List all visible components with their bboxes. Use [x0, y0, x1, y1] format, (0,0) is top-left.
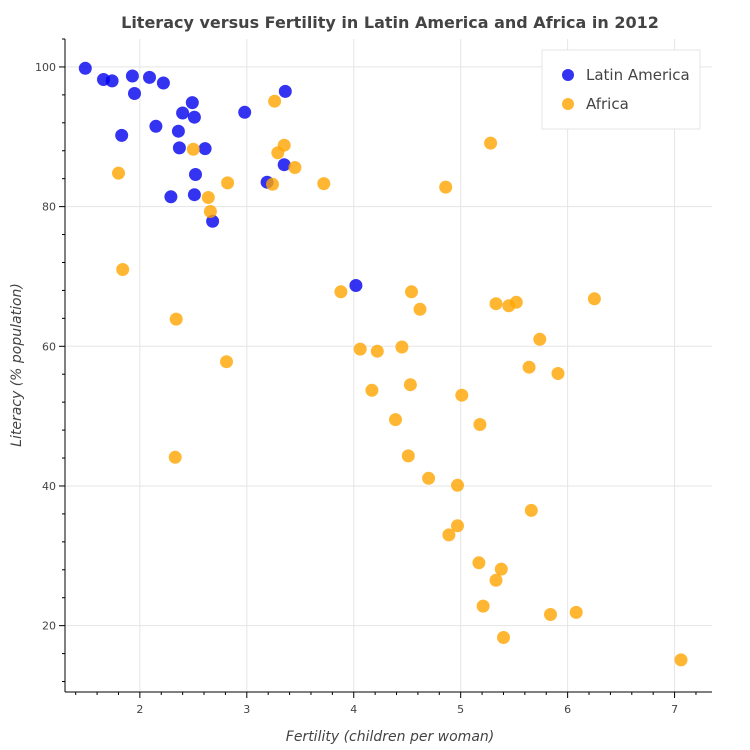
africa-point — [353, 342, 367, 356]
latin-america-point — [172, 141, 186, 155]
africa-point — [422, 471, 436, 485]
africa-point — [370, 344, 384, 358]
legend-marker-africa — [562, 98, 574, 110]
latin-america-point — [187, 188, 201, 202]
africa-point — [395, 340, 409, 354]
x-tick-label: 5 — [457, 703, 464, 716]
latin-america-point — [198, 142, 212, 156]
legend: Latin America Africa — [541, 49, 701, 130]
y-tick-label: 20 — [42, 620, 56, 633]
africa-point — [334, 285, 348, 299]
latin-america-point — [238, 105, 252, 119]
x-tick-label: 3 — [243, 703, 250, 716]
latin-america-point — [128, 87, 141, 100]
x-tick-label: 4 — [350, 703, 357, 716]
latin-america-point — [125, 69, 139, 83]
africa-point — [186, 142, 200, 156]
data-points — [78, 61, 688, 667]
y-axis-label: Literacy (% population) — [9, 283, 25, 447]
y-tick-label: 80 — [42, 201, 56, 214]
latin-america-point — [171, 124, 185, 138]
africa-point — [489, 297, 503, 311]
africa-point — [502, 299, 516, 313]
africa-point — [484, 136, 498, 150]
africa-point — [168, 450, 182, 464]
africa-point — [203, 205, 217, 218]
latin-america-point — [156, 76, 170, 90]
africa-point — [169, 312, 183, 326]
africa-point — [674, 653, 688, 667]
africa-point — [116, 263, 130, 276]
latin-america-point — [206, 214, 220, 228]
africa-point — [288, 161, 302, 174]
grid-lines — [65, 39, 712, 692]
africa-point — [587, 292, 601, 306]
latin-america-point — [78, 61, 92, 75]
africa-point — [317, 177, 331, 191]
latin-america-point — [149, 119, 163, 133]
x-tick-label: 7 — [671, 703, 678, 716]
africa-point — [451, 519, 464, 533]
latin-america-point — [164, 190, 178, 204]
latin-america-point — [143, 70, 156, 84]
africa-point — [522, 360, 536, 374]
africa-point — [112, 166, 125, 180]
africa-point — [455, 388, 469, 402]
latin-america-point — [189, 168, 202, 181]
africa-point — [389, 413, 402, 427]
latin-america-point — [187, 110, 201, 124]
latin-america-point — [115, 128, 129, 142]
africa-point — [365, 383, 379, 397]
legend-label-latin-america: Latin America — [586, 66, 690, 84]
africa-point — [472, 556, 486, 570]
africa-point — [271, 146, 285, 160]
africa-point — [476, 599, 490, 613]
africa-point — [268, 94, 282, 108]
africa-point — [497, 631, 510, 644]
legend-box — [541, 49, 701, 130]
africa-point — [442, 528, 456, 542]
africa-point — [533, 332, 547, 346]
africa-point — [201, 191, 215, 204]
x-tick-label: 6 — [564, 703, 571, 716]
latin-america-point — [278, 84, 292, 98]
africa-point — [544, 608, 557, 621]
latin-america-point — [105, 74, 119, 88]
africa-point — [401, 449, 415, 463]
africa-point — [221, 176, 235, 190]
latin-america-point — [277, 158, 291, 172]
africa-point — [451, 478, 464, 492]
x-tick-label: 2 — [136, 703, 143, 716]
africa-point — [405, 285, 418, 299]
africa-point — [403, 378, 417, 392]
africa-point — [494, 562, 508, 576]
africa-point — [569, 605, 583, 619]
legend-label-africa: Africa — [586, 95, 629, 113]
axes: 2 3 4 5 6 7 20 40 60 80 100 — [35, 38, 712, 716]
latin-america-point — [176, 106, 190, 120]
africa-point — [524, 503, 538, 517]
africa-point — [489, 573, 503, 587]
x-axis-label: Fertility (children per woman) — [286, 729, 494, 745]
y-tick-label: 40 — [42, 480, 56, 493]
africa-point — [439, 180, 453, 194]
legend-marker-latin-america — [562, 69, 574, 81]
africa-point — [413, 302, 427, 316]
africa-point — [266, 177, 279, 191]
latin-america-point — [349, 279, 363, 292]
y-tick-label: 100 — [35, 61, 56, 74]
africa-point — [473, 418, 487, 431]
latin-america-point — [185, 96, 199, 110]
chart-title: Literacy versus Fertility in Latin Ameri… — [121, 13, 659, 32]
y-tick-label: 60 — [42, 340, 56, 353]
africa-point — [220, 355, 233, 369]
africa-point — [551, 367, 565, 380]
